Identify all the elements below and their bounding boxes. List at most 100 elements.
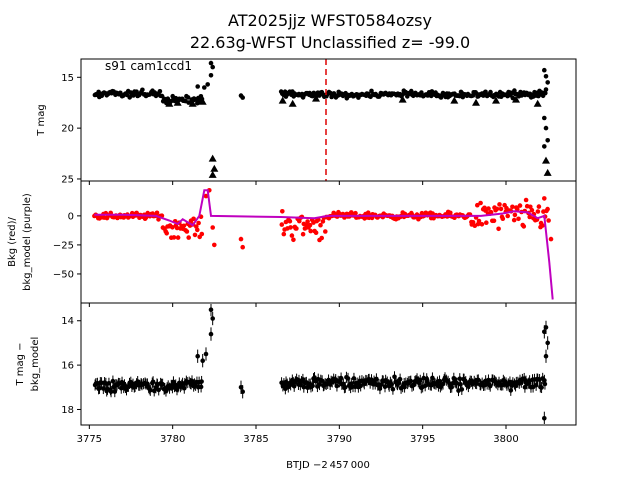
y-tick-label: 14 — [61, 316, 74, 327]
x-tick-label: 3780 — [160, 434, 185, 445]
top-panel-y-ticks: 15 20 25 — [61, 73, 81, 185]
background-point — [281, 231, 287, 237]
outlier-point — [543, 125, 549, 131]
upper-limit-marker — [208, 154, 217, 162]
data-point — [199, 379, 204, 384]
upper-limit-marker — [198, 97, 207, 105]
background-point — [529, 207, 535, 213]
upper-limit-marker — [278, 96, 287, 104]
background-point — [527, 214, 532, 220]
background-point — [535, 209, 541, 214]
data-point — [156, 387, 161, 393]
upper-limit-marker — [542, 156, 550, 164]
background-point — [164, 231, 169, 236]
background-point — [546, 218, 551, 223]
outlier-point — [205, 82, 210, 87]
outlier-point — [545, 138, 550, 143]
data-point — [397, 376, 403, 382]
data-point — [542, 378, 547, 383]
background-point — [536, 204, 542, 209]
background-point — [300, 231, 306, 237]
middle-panel-ylabel-line2: bkg_model (purple) — [22, 193, 33, 291]
outlier-point — [542, 115, 547, 121]
background-point — [170, 225, 175, 230]
background-point — [523, 197, 529, 203]
upper-limit-marker — [288, 99, 297, 107]
y-tick-label: 25 — [61, 174, 74, 185]
bottom-panel-ylabel-line2: bkg_model — [30, 337, 41, 392]
data-point — [539, 385, 544, 390]
x-axis-ticks: 3775 3780 3785 3790 3795 3800 — [77, 181, 519, 445]
outlier-point — [543, 353, 549, 359]
background-point — [196, 220, 201, 226]
top-panel-ylabel: T mag — [36, 104, 47, 137]
upper-limit-marker — [165, 99, 174, 107]
data-point — [148, 388, 153, 393]
upper-limit-marker — [398, 95, 407, 103]
background-point — [470, 220, 476, 225]
background-outlier — [210, 225, 215, 230]
x-axis-label: BTJD −2 457 000 — [286, 460, 370, 471]
upper-limit-marker — [210, 164, 219, 172]
background-model-line — [94, 189, 554, 300]
background-point — [484, 220, 489, 225]
outlier-point — [210, 64, 215, 70]
background-outlier — [238, 236, 244, 242]
top-panel-magnitude: 15 20 25 s91 cam1ccd1 T mag — [36, 58, 577, 185]
data-point — [476, 377, 481, 383]
y-tick-label: 16 — [61, 361, 74, 372]
outlier-point — [543, 325, 549, 330]
outlier-point — [208, 60, 214, 66]
upper-limit-marker — [533, 99, 542, 107]
background-point — [307, 222, 313, 228]
background-point — [280, 209, 285, 214]
background-point — [505, 213, 511, 219]
sector-annotation: s91 cam1ccd1 — [105, 59, 192, 73]
middle-panel-y-ticks: 0 −25 −50 — [53, 211, 81, 280]
background-point — [288, 225, 293, 230]
data-point — [508, 388, 514, 393]
upper-limit-marker — [173, 98, 182, 106]
outlier-point — [208, 73, 214, 78]
data-point — [459, 387, 465, 392]
background-point — [510, 204, 515, 210]
background-point — [353, 210, 358, 216]
data-point — [108, 389, 114, 395]
top-panel-marks — [92, 59, 552, 181]
upper-limit-marker — [543, 168, 552, 176]
data-point — [454, 380, 460, 386]
background-point — [175, 235, 181, 240]
outlier-point — [202, 85, 207, 90]
background-point — [305, 219, 310, 224]
y-tick-label: 18 — [61, 405, 74, 416]
background-point — [478, 200, 483, 206]
background-point — [287, 218, 293, 224]
background-point — [320, 219, 326, 224]
background-point — [318, 222, 323, 228]
top-panel-frame — [80, 58, 577, 182]
outlier-point — [208, 307, 214, 313]
bottom-panel-ylabel-line1: T mag − — [15, 342, 26, 386]
background-point — [521, 224, 527, 229]
data-point — [110, 378, 116, 384]
outlier-point — [200, 358, 205, 364]
background-point — [195, 227, 200, 233]
background-point — [516, 216, 521, 222]
data-point — [182, 385, 187, 391]
upper-limit-marker — [512, 95, 520, 103]
x-tick-label: 3800 — [493, 434, 518, 445]
data-point — [112, 389, 118, 394]
data-point — [150, 379, 156, 385]
data-point — [140, 87, 145, 93]
figure-title-line1: AT2025jjz WFST0584ozsy — [228, 11, 432, 30]
background-point — [476, 218, 482, 224]
background-point — [500, 216, 506, 221]
outlier-point — [195, 353, 200, 359]
data-point — [542, 381, 548, 387]
data-point — [418, 378, 423, 383]
upper-limit-marker — [312, 94, 320, 102]
data-point — [351, 376, 357, 381]
background-outlier — [203, 193, 209, 199]
data-point — [422, 383, 428, 389]
